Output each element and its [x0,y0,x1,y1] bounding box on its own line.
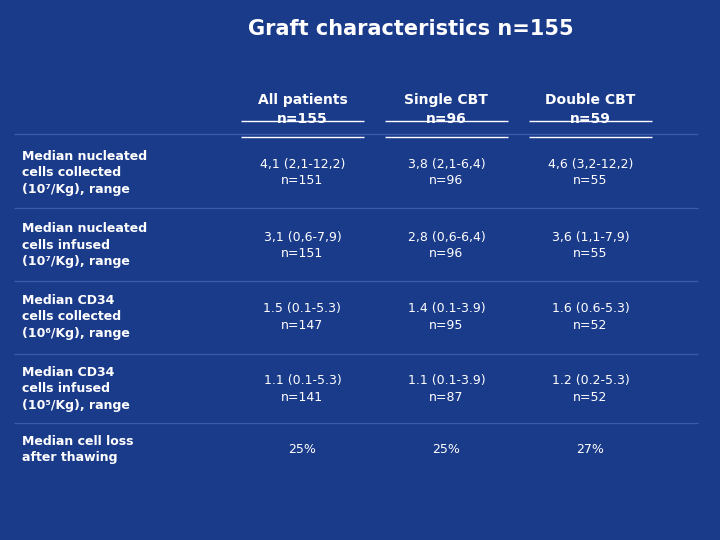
Text: 1.1 (0.1-3.9)
n=87: 1.1 (0.1-3.9) n=87 [408,374,485,403]
Text: 1.6 (0.6-5.3)
n=52: 1.6 (0.6-5.3) n=52 [552,302,629,332]
Text: 3,8 (2,1-6,4)
n=96: 3,8 (2,1-6,4) n=96 [408,158,485,187]
Text: 3,6 (1,1-7,9)
n=55: 3,6 (1,1-7,9) n=55 [552,231,629,260]
Text: Median CD34
cells infused
(10⁵/Kg), range: Median CD34 cells infused (10⁵/Kg), rang… [22,366,130,412]
Text: Eurocord - International Registry on Cord Blood Transplantation: Eurocord - International Registry on Cor… [184,509,608,522]
Text: 25%: 25% [433,443,460,456]
Text: Graft characteristics n=155: Graft characteristics n=155 [248,19,573,39]
Text: 1.1 (0.1-5.3)
n=141: 1.1 (0.1-5.3) n=141 [264,374,341,403]
Text: Median nucleated
cells infused
(10⁷/Kg), range: Median nucleated cells infused (10⁷/Kg),… [22,222,147,268]
Text: 4,1 (2,1-12,2)
n=151: 4,1 (2,1-12,2) n=151 [260,158,345,187]
Text: eurocord: eurocord [37,15,71,24]
Text: 1.5 (0.1-5.3)
n=147: 1.5 (0.1-5.3) n=147 [264,302,341,332]
Text: 4,6 (3,2-12,2)
n=55: 4,6 (3,2-12,2) n=55 [548,158,633,187]
Text: All patients
n=155: All patients n=155 [258,93,347,125]
Text: Double CBT
n=59: Double CBT n=59 [545,93,636,125]
Text: 25%: 25% [289,443,316,456]
Text: 3,1 (0,6-7,9)
n=151: 3,1 (0,6-7,9) n=151 [264,231,341,260]
Text: Median nucleated
cells collected
(10⁷/Kg), range: Median nucleated cells collected (10⁷/Kg… [22,150,147,195]
Text: 2,8 (0,6-6,4)
n=96: 2,8 (0,6-6,4) n=96 [408,231,485,260]
Text: Median cell loss
after thawing: Median cell loss after thawing [22,435,133,464]
Text: 1.4 (0.1-3.9)
n=95: 1.4 (0.1-3.9) n=95 [408,302,485,332]
Text: Single CBT
n=96: Single CBT n=96 [405,93,488,125]
Text: 27%: 27% [577,443,604,456]
Text: Median CD34
cells collected
(10⁶/Kg), range: Median CD34 cells collected (10⁶/Kg), ra… [22,294,130,340]
Text: 1.2 (0.2-5.3)
n=52: 1.2 (0.2-5.3) n=52 [552,374,629,403]
